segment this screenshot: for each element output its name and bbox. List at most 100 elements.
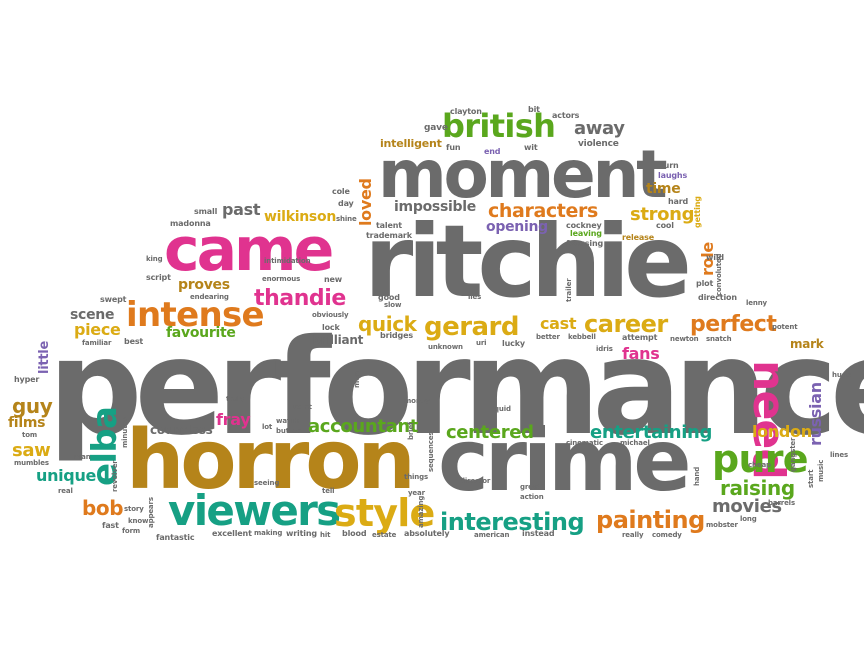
word-best: best — [124, 337, 144, 346]
word-direction: direction — [698, 293, 737, 302]
word-bit: bit — [528, 105, 540, 114]
word-cockney: cockney — [566, 221, 602, 230]
word-things: things — [404, 473, 429, 481]
word-money: money — [404, 397, 430, 405]
word-madonna: madonna — [170, 219, 211, 228]
word-intimidation: intimidation — [264, 257, 311, 265]
word-good: good — [378, 293, 400, 302]
word-watch: watch — [276, 417, 299, 425]
word-snatch: snatch — [706, 335, 732, 343]
word-american: american — [474, 531, 510, 539]
word-entertaining: entertaining — [590, 422, 712, 443]
word-fantastic: fantastic — [156, 533, 195, 542]
word-bridges: bridges — [380, 331, 413, 340]
word-slow: slow — [384, 301, 402, 309]
word-enormous: enormous — [262, 275, 301, 283]
word-interesting: interesting — [440, 508, 585, 536]
word-point: point — [292, 403, 312, 411]
word-king: king — [146, 255, 163, 263]
word-minutes: minutes — [121, 417, 129, 448]
word-british: british — [442, 107, 556, 145]
word-newton: newton — [670, 335, 699, 343]
word-really: really — [622, 531, 644, 539]
word-great: great — [520, 483, 541, 491]
word-gave: gave — [424, 123, 448, 133]
word-turn: turn — [660, 161, 679, 170]
word-came: came — [164, 215, 334, 285]
word-painting: painting — [596, 506, 705, 534]
word-lot: lot — [262, 423, 273, 431]
word-proves: proves — [178, 277, 230, 293]
word-man: man — [74, 453, 91, 461]
word-talent: talent — [376, 221, 402, 230]
word-cheap: cheap — [748, 461, 771, 469]
word-seeing: seeing — [254, 479, 280, 487]
word-butter: butter — [276, 427, 301, 435]
word-end: end — [484, 147, 501, 156]
word-actors: actors — [552, 111, 580, 120]
word-writing: writing — [286, 529, 317, 538]
word-hand: hand — [693, 466, 701, 486]
word-characters: characters — [488, 200, 598, 222]
word-fray: fray — [216, 410, 251, 429]
word-guy: guy — [12, 394, 53, 418]
word-little: little — [37, 340, 52, 374]
word-leaving: leaving — [570, 229, 602, 238]
word-hit: hit — [320, 531, 331, 539]
word-mark: mark — [790, 337, 824, 351]
word-form: form — [122, 527, 141, 535]
word-making: making — [254, 529, 283, 537]
word-lies: lies — [468, 293, 482, 301]
word-music: music — [817, 459, 825, 482]
word-past: past — [222, 200, 261, 219]
word-swept: swept — [100, 295, 127, 304]
word-small: small — [194, 207, 218, 216]
word-saw: saw — [12, 440, 51, 461]
word-idris: idris — [596, 345, 613, 353]
word-tom: tom — [22, 431, 38, 439]
word-shine: shine — [336, 215, 357, 223]
word-director: director — [460, 477, 491, 485]
word-attempt: attempt — [622, 333, 658, 342]
word-unique: unique — [36, 466, 97, 485]
word-raising: raising — [720, 476, 795, 500]
word-potent: potent — [772, 323, 798, 331]
word-comedy: comedy — [652, 531, 682, 539]
word-story: story — [124, 505, 144, 513]
word-long: long — [740, 515, 757, 523]
word-getting: getting — [693, 196, 702, 228]
word-impossible: impossible — [394, 199, 477, 215]
word-real: real — [58, 487, 73, 495]
word-sequences: sequences — [427, 431, 435, 472]
word-unknown: unknown — [428, 343, 463, 351]
word-wilkinson: wilkinson — [264, 209, 337, 225]
word-estate: estate — [372, 531, 397, 539]
word-cole: cole — [332, 187, 350, 196]
word-absolutely: absolutely — [404, 529, 450, 538]
word-clayton: clayton — [450, 107, 482, 116]
word-endearing: endearing — [190, 293, 229, 301]
word-start: start — [807, 469, 815, 488]
word-performance: performance — [48, 311, 864, 465]
word-barrels: barrels — [768, 499, 795, 507]
word-lines: lines — [830, 451, 848, 459]
word-cast: cast — [540, 314, 577, 333]
word-horron: horron — [126, 413, 416, 508]
word-russian: russian — [806, 382, 825, 446]
word-thandie: thandie — [254, 286, 346, 311]
word-release: release — [622, 233, 655, 242]
word-michael: michael — [620, 439, 650, 447]
word-cinematic: cinematic — [566, 439, 603, 447]
word-hyper: hyper — [14, 375, 40, 384]
word-wild: wild — [706, 253, 724, 262]
word-blood: blood — [342, 529, 367, 538]
word-trailer: trailer — [565, 278, 573, 302]
word-movies: movies — [712, 496, 782, 517]
word-plot: plot — [696, 279, 714, 288]
word-hard: hard — [668, 197, 689, 206]
word-instead: instead — [522, 529, 555, 538]
word-lock: lock — [322, 323, 340, 332]
word-lenny: lenny — [746, 299, 767, 307]
word-piece: piece — [74, 320, 121, 339]
